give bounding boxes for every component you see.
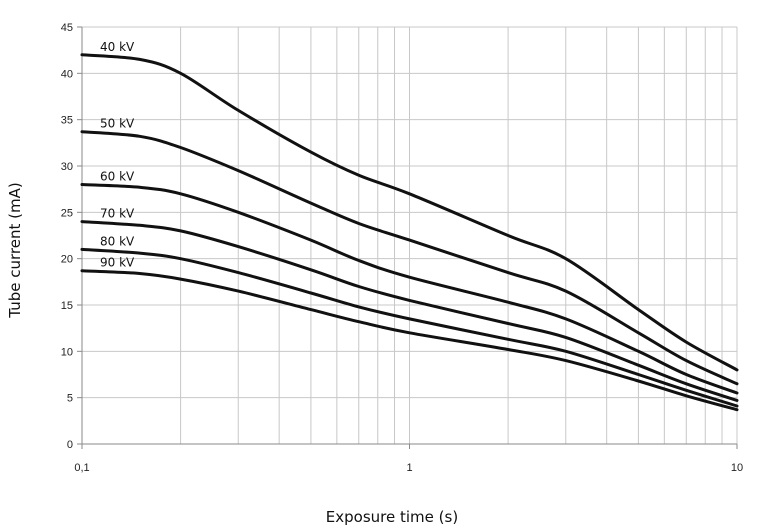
y-tick-label: 0 [67,439,73,451]
x-tick-label: 1 [406,462,412,474]
y-axis-title: Tube current (mA) [6,182,24,318]
series-line-50kv [80,130,739,386]
x-tick-label: 10 [731,462,743,474]
series-label-40kv: 40 kV [100,40,135,54]
series-line-70kv [80,220,739,402]
y-tick-label: 30 [61,161,73,173]
series-label-60kv: 60 kV [100,170,135,184]
series-label-70kv: 70 kV [100,207,135,221]
y-tick-label: 20 [61,254,73,266]
y-tick-label: 40 [61,68,73,80]
y-tick-labels: 0 5 10 15 20 25 30 35 40 45 [61,22,73,451]
series-line-80kv [80,247,739,408]
y-tick-label: 10 [61,346,73,358]
x-tick-label: 0,1 [74,462,89,474]
series-line-90kv [80,269,739,412]
x-axis-title: Exposure time (s) [326,508,458,526]
series-label-50kv: 50 kV [100,117,135,131]
series-lines [80,53,739,412]
series-line-60kv [80,183,739,395]
y-tick-label: 25 [61,207,73,219]
y-tick-label: 15 [61,300,73,312]
series-label-90kv: 90 kV [100,256,135,270]
y-tick-label: 35 [61,115,73,127]
x-tick-labels: 0,1 1 10 [74,462,743,474]
series-line-40kv [80,53,739,372]
y-tick-label: 5 [67,393,73,405]
y-tick-label: 45 [61,22,73,34]
axes [77,26,738,449]
series-label-80kv: 80 kV [100,234,135,248]
series-labels: 40 kV 50 kV 60 kV 70 kV 80 kV 90 kV [100,40,135,270]
